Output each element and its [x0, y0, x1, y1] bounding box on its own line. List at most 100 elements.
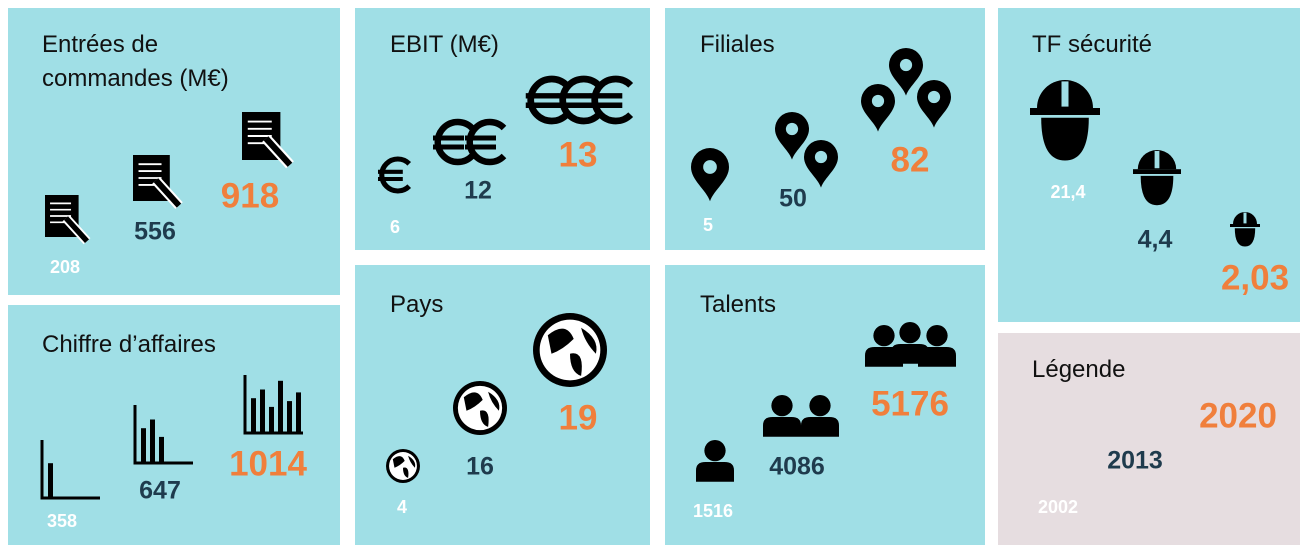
tile-value: 13	[559, 135, 598, 174]
icon	[873, 325, 895, 347]
icon	[403, 467, 409, 478]
tile-value: 2,03	[1221, 258, 1289, 297]
icon	[40, 440, 100, 500]
tile-value: 358	[47, 511, 77, 531]
tile	[665, 8, 985, 250]
icon	[691, 148, 729, 202]
icon	[899, 322, 921, 344]
tile-value: 4086	[769, 453, 825, 481]
tile-title: Légende	[1032, 356, 1126, 383]
legend-tile	[998, 333, 1300, 545]
icon	[1133, 169, 1181, 174]
tile-value: 6	[390, 217, 400, 237]
icon	[696, 462, 734, 482]
icon	[539, 319, 601, 381]
icon	[899, 58, 913, 72]
icon	[763, 417, 801, 437]
icon	[159, 436, 164, 463]
icon	[926, 325, 948, 347]
icon	[434, 118, 475, 166]
icon	[889, 48, 923, 96]
icon	[1234, 228, 1256, 247]
icon	[801, 417, 839, 437]
icon	[917, 80, 951, 128]
icon	[809, 395, 831, 417]
icon	[379, 156, 412, 194]
icon	[581, 327, 597, 354]
icon	[1154, 150, 1160, 169]
icon	[918, 347, 956, 367]
icon	[457, 385, 503, 431]
tile-value: 4,4	[1138, 226, 1173, 254]
icon	[287, 401, 292, 433]
tile-value: 50	[779, 185, 807, 213]
icon	[463, 392, 483, 411]
icon	[1243, 212, 1247, 224]
tile-value: 1014	[229, 444, 307, 483]
icon	[408, 455, 416, 468]
tile-value: 82	[891, 140, 930, 179]
icon	[392, 456, 405, 468]
tile-value: 5176	[871, 384, 949, 423]
icon	[861, 84, 895, 132]
legend-value: 2013	[1107, 447, 1163, 475]
icon	[871, 94, 885, 108]
tile-title: Entrées de commandes (M€)	[42, 31, 229, 92]
icon	[63, 216, 90, 244]
legend-value: 2020	[1199, 396, 1277, 435]
tile-title: Pays	[390, 291, 444, 318]
icon	[775, 112, 809, 160]
tile-title: TF sécurité	[1032, 31, 1153, 58]
icon	[243, 375, 303, 435]
icon	[480, 410, 489, 427]
icon	[260, 389, 265, 433]
icon	[269, 406, 274, 433]
tile-title: Filiales	[700, 31, 775, 58]
icon	[141, 428, 146, 463]
icon	[278, 380, 283, 433]
icon	[133, 405, 193, 465]
icon	[48, 463, 53, 498]
icon	[804, 140, 838, 188]
icon	[591, 75, 634, 125]
icon	[251, 398, 256, 433]
icon	[466, 118, 507, 166]
icon	[814, 150, 828, 164]
tile-value: 12	[464, 177, 492, 205]
icon	[153, 178, 182, 208]
tile	[8, 305, 340, 545]
icon	[559, 75, 602, 125]
icon	[488, 391, 500, 411]
legend-value: 2002	[1038, 497, 1078, 517]
tile-value: 21,4	[1050, 182, 1085, 202]
icon	[771, 395, 793, 417]
icon	[389, 452, 417, 480]
tile-title: Talents	[700, 291, 777, 318]
icon	[296, 392, 301, 433]
tile-value: 1516	[693, 501, 733, 521]
tile-value: 4	[397, 497, 407, 517]
tile-value: 19	[559, 398, 598, 437]
icon	[1230, 224, 1260, 227]
icon	[927, 90, 941, 104]
icon	[547, 328, 574, 354]
tile-value: 208	[50, 257, 80, 277]
icon	[1140, 175, 1174, 206]
tile-title: EBIT (M€)	[390, 31, 499, 58]
tile-value: 5	[703, 215, 713, 235]
icon	[527, 75, 570, 125]
tile-title: Chiffre d’affaires	[42, 331, 216, 358]
icon	[703, 160, 717, 174]
tile-value: 16	[466, 453, 494, 481]
icon	[1030, 108, 1100, 115]
icon	[785, 122, 799, 136]
tile-value: 918	[221, 176, 279, 215]
icon	[704, 440, 726, 462]
icon	[1041, 117, 1089, 161]
icon	[1061, 81, 1069, 107]
tile-value: 556	[134, 218, 176, 246]
tile-value: 647	[139, 477, 181, 505]
icon	[150, 419, 155, 463]
